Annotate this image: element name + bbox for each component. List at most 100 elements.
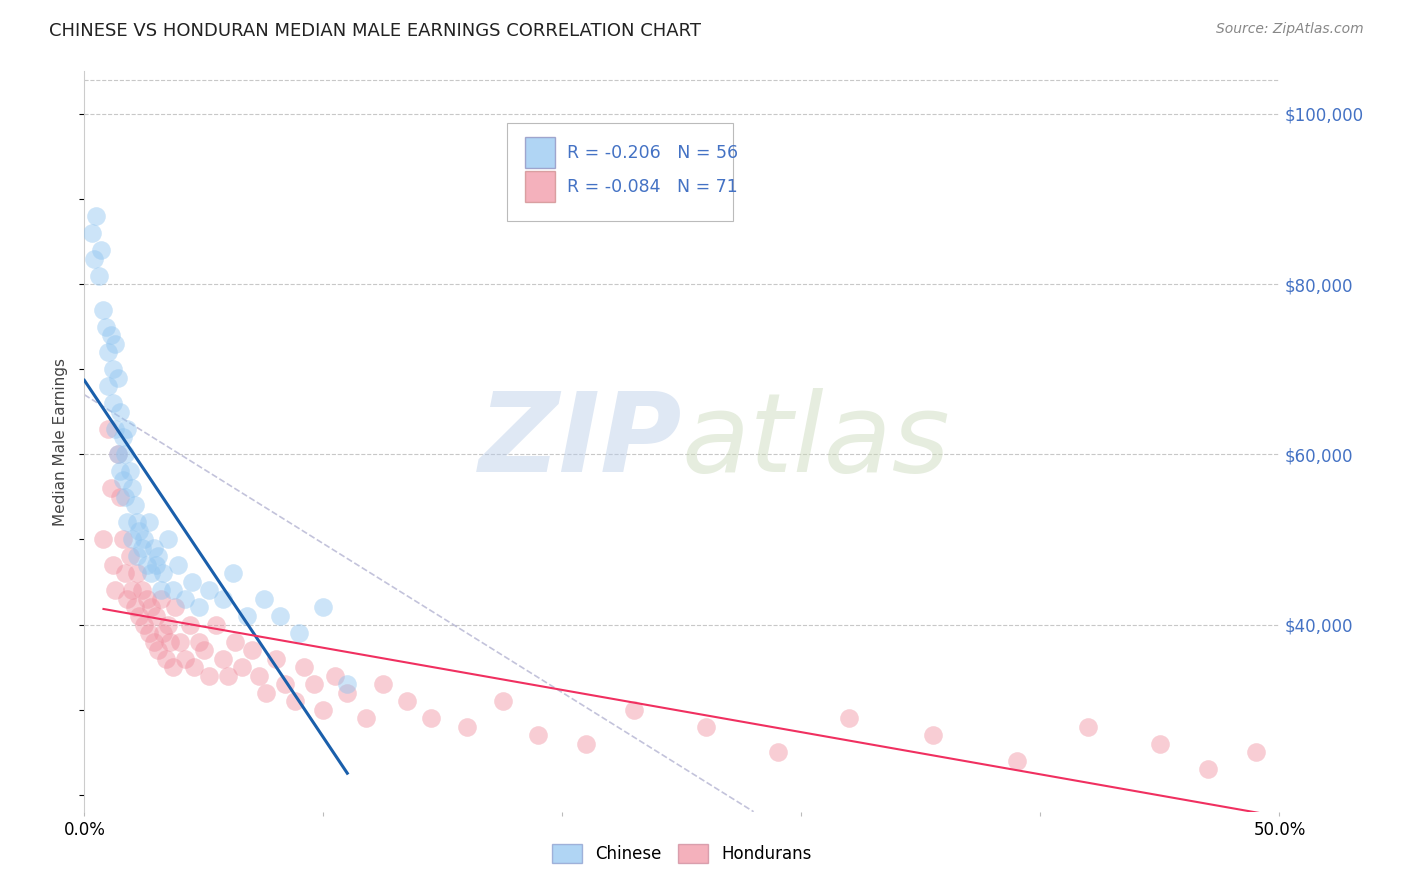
Point xyxy=(110,490,132,504)
Point xyxy=(101,558,124,572)
Point xyxy=(101,362,124,376)
Point xyxy=(838,711,860,725)
Point xyxy=(373,677,395,691)
Point xyxy=(274,677,297,691)
Point xyxy=(356,711,378,725)
Point xyxy=(104,336,127,351)
Point xyxy=(152,566,174,581)
Text: atlas: atlas xyxy=(682,388,950,495)
Point xyxy=(166,558,188,572)
Point xyxy=(104,422,127,436)
Point xyxy=(128,524,150,538)
Point xyxy=(212,591,235,606)
Point xyxy=(111,473,134,487)
Point xyxy=(1197,762,1219,776)
Point xyxy=(221,566,243,581)
Point xyxy=(138,626,160,640)
Point xyxy=(695,720,717,734)
Point xyxy=(148,549,170,564)
Point xyxy=(193,643,215,657)
Point xyxy=(1149,737,1171,751)
Point xyxy=(125,549,148,564)
Point xyxy=(236,609,259,624)
Point xyxy=(135,591,157,606)
Point xyxy=(188,600,211,615)
Point xyxy=(188,634,211,648)
Point xyxy=(107,370,129,384)
Point xyxy=(135,558,157,572)
Point xyxy=(101,396,124,410)
Point xyxy=(149,583,172,598)
Point xyxy=(1244,745,1267,759)
Point xyxy=(162,583,184,598)
Point xyxy=(197,583,219,598)
Point xyxy=(157,617,180,632)
Point xyxy=(117,422,139,436)
Point xyxy=(93,533,115,547)
Point xyxy=(312,703,335,717)
Point xyxy=(420,711,443,725)
Point xyxy=(152,626,174,640)
Point xyxy=(121,533,143,547)
Text: R = -0.084   N = 71: R = -0.084 N = 71 xyxy=(567,178,737,195)
Point xyxy=(114,566,136,581)
Point xyxy=(217,668,239,682)
Point xyxy=(575,737,598,751)
Point xyxy=(141,566,163,581)
Point xyxy=(128,609,150,624)
Point xyxy=(253,591,276,606)
Point xyxy=(131,583,153,598)
Point xyxy=(114,447,136,461)
Point xyxy=(145,558,167,572)
Point xyxy=(142,634,165,648)
Point xyxy=(124,499,146,513)
Point xyxy=(83,252,105,266)
Point xyxy=(110,405,132,419)
Point xyxy=(87,268,110,283)
Point xyxy=(766,745,789,759)
Point xyxy=(159,634,181,648)
Point xyxy=(288,626,311,640)
Point xyxy=(132,533,156,547)
Text: CHINESE VS HONDURAN MEDIAN MALE EARNINGS CORRELATION CHART: CHINESE VS HONDURAN MEDIAN MALE EARNINGS… xyxy=(49,22,702,40)
Point xyxy=(114,490,136,504)
Point xyxy=(121,583,143,598)
Point xyxy=(336,677,359,691)
Point xyxy=(100,481,122,495)
Point xyxy=(623,703,645,717)
Point xyxy=(165,600,187,615)
Legend: Chinese, Hondurans: Chinese, Hondurans xyxy=(546,838,818,870)
Point xyxy=(231,660,253,674)
Point xyxy=(336,685,359,699)
Point xyxy=(1005,754,1028,768)
Point xyxy=(118,549,141,564)
Point xyxy=(181,574,204,589)
Point xyxy=(117,591,139,606)
Point xyxy=(205,617,228,632)
Point xyxy=(247,668,270,682)
Y-axis label: Median Male Earnings: Median Male Earnings xyxy=(53,358,69,525)
Point xyxy=(118,464,141,478)
Point xyxy=(93,302,115,317)
Point xyxy=(173,651,195,665)
Point xyxy=(124,600,146,615)
Point xyxy=(169,634,191,648)
Point xyxy=(1077,720,1099,734)
Point xyxy=(456,720,478,734)
Point xyxy=(100,328,122,343)
Point xyxy=(90,243,112,257)
Point xyxy=(86,209,108,223)
Point xyxy=(155,651,177,665)
Point xyxy=(97,422,120,436)
Point xyxy=(110,464,132,478)
Point xyxy=(125,566,148,581)
Point xyxy=(292,660,315,674)
Point xyxy=(121,481,143,495)
Point xyxy=(240,643,263,657)
Point xyxy=(179,617,201,632)
Point xyxy=(173,591,195,606)
Point xyxy=(269,609,291,624)
Point xyxy=(111,533,134,547)
Point xyxy=(125,516,148,530)
Text: Source: ZipAtlas.com: Source: ZipAtlas.com xyxy=(1216,22,1364,37)
